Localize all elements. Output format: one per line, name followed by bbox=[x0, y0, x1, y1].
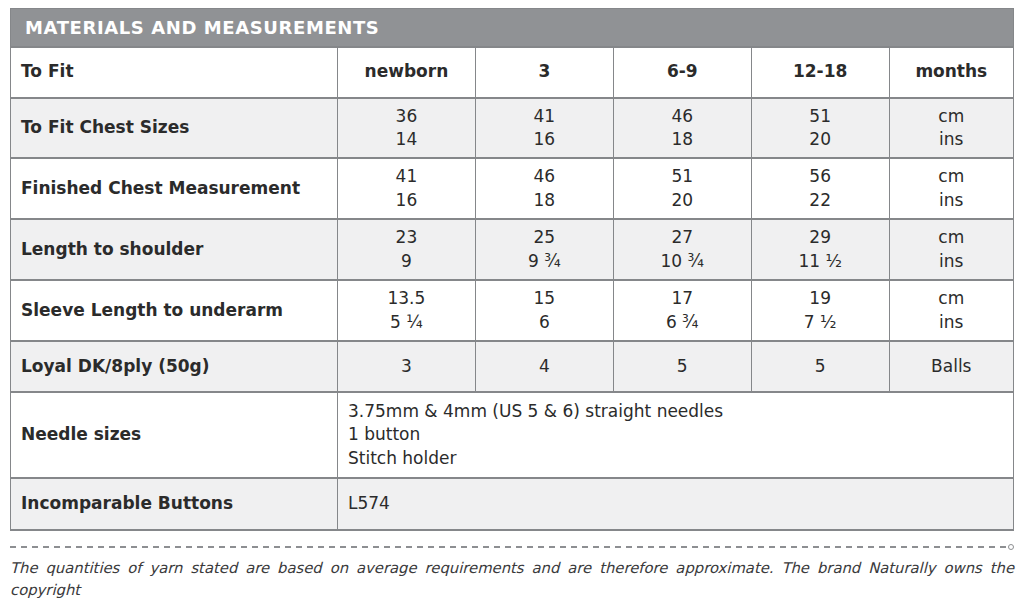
cell-value: 46 18 bbox=[475, 158, 613, 219]
cell-value: 51 20 bbox=[751, 98, 889, 159]
cell-unit: cm ins bbox=[889, 98, 1013, 159]
table-row-chest-sizes: To Fit Chest Sizes 36 14 41 16 46 18 51 … bbox=[11, 98, 1014, 159]
row-label: To Fit Chest Sizes bbox=[11, 98, 338, 159]
cell-value: 23 9 bbox=[337, 219, 475, 280]
row-label: Needle sizes bbox=[11, 392, 338, 478]
cell-value: 5 bbox=[613, 341, 751, 392]
cell-value: 29 11 ½ bbox=[751, 219, 889, 280]
row-label: Loyal DK/8ply (50g) bbox=[11, 341, 338, 392]
size-col-12-18: 12-18 bbox=[751, 47, 889, 98]
size-col-6-9: 6-9 bbox=[613, 47, 751, 98]
row-label: Incomparable Buttons bbox=[11, 478, 338, 530]
copyright-footer: The quantities of yarn stated are based … bbox=[10, 557, 1014, 601]
cell-unit: Balls bbox=[889, 341, 1013, 392]
cell-unit: cm ins bbox=[889, 280, 1013, 341]
cell-value: 17 6 ¾ bbox=[613, 280, 751, 341]
leaflet-page: MATERIALS AND MEASUREMENTS To Fit newbor… bbox=[10, 8, 1014, 601]
size-col-newborn: newborn bbox=[337, 47, 475, 98]
table-row-finished-chest: Finished Chest Measurement 41 16 46 18 5… bbox=[11, 158, 1014, 219]
table-title-row: MATERIALS AND MEASUREMENTS bbox=[11, 9, 1014, 47]
table-row-sleeve-length: Sleeve Length to underarm 13.5 5 ¼ 15 6 … bbox=[11, 280, 1014, 341]
header-label: To Fit bbox=[11, 47, 338, 98]
table-title: MATERIALS AND MEASUREMENTS bbox=[11, 9, 1014, 47]
table-row-yarn-balls: Loyal DK/8ply (50g) 3 4 5 5 Balls bbox=[11, 341, 1014, 392]
materials-measurements-table: MATERIALS AND MEASUREMENTS To Fit newbor… bbox=[10, 8, 1014, 531]
row-label: Length to shoulder bbox=[11, 219, 338, 280]
size-col-months: months bbox=[889, 47, 1013, 98]
cell-value: 25 9 ¾ bbox=[475, 219, 613, 280]
cell-value: 13.5 5 ¼ bbox=[337, 280, 475, 341]
footer-line-1: The quantities of yarn stated are based … bbox=[10, 557, 1014, 600]
size-header-row: To Fit newborn 3 6-9 12-18 months bbox=[11, 47, 1014, 98]
cell-value: 4 bbox=[475, 341, 613, 392]
cell-value: 41 16 bbox=[337, 158, 475, 219]
cell-value: 41 16 bbox=[475, 98, 613, 159]
cell-value: 51 20 bbox=[613, 158, 751, 219]
dashed-line bbox=[10, 546, 1006, 548]
divider-end-ring-icon bbox=[1008, 544, 1014, 550]
size-col-3: 3 bbox=[475, 47, 613, 98]
cell-value: 19 7 ½ bbox=[751, 280, 889, 341]
row-label: Finished Chest Measurement bbox=[11, 158, 338, 219]
table-row-length-shoulder: Length to shoulder 23 9 25 9 ¾ 27 10 ¾ 2… bbox=[11, 219, 1014, 280]
cell-value: 56 22 bbox=[751, 158, 889, 219]
cell-value: 5 bbox=[751, 341, 889, 392]
cell-value: 27 10 ¾ bbox=[613, 219, 751, 280]
row-label: Sleeve Length to underarm bbox=[11, 280, 338, 341]
needle-sizes-value: 3.75mm & 4mm (US 5 & 6) straight needles… bbox=[337, 392, 1013, 478]
cell-value: 46 18 bbox=[613, 98, 751, 159]
cell-unit: cm ins bbox=[889, 158, 1013, 219]
cell-value: 3 bbox=[337, 341, 475, 392]
buttons-value: L574 bbox=[337, 478, 1013, 530]
cell-value: 15 6 bbox=[475, 280, 613, 341]
table-row-buttons: Incomparable Buttons L574 bbox=[11, 478, 1014, 530]
dashed-divider bbox=[10, 546, 1014, 549]
cell-value: 36 14 bbox=[337, 98, 475, 159]
cell-unit: cm ins bbox=[889, 219, 1013, 280]
table-row-needle-sizes: Needle sizes 3.75mm & 4mm (US 5 & 6) str… bbox=[11, 392, 1014, 478]
